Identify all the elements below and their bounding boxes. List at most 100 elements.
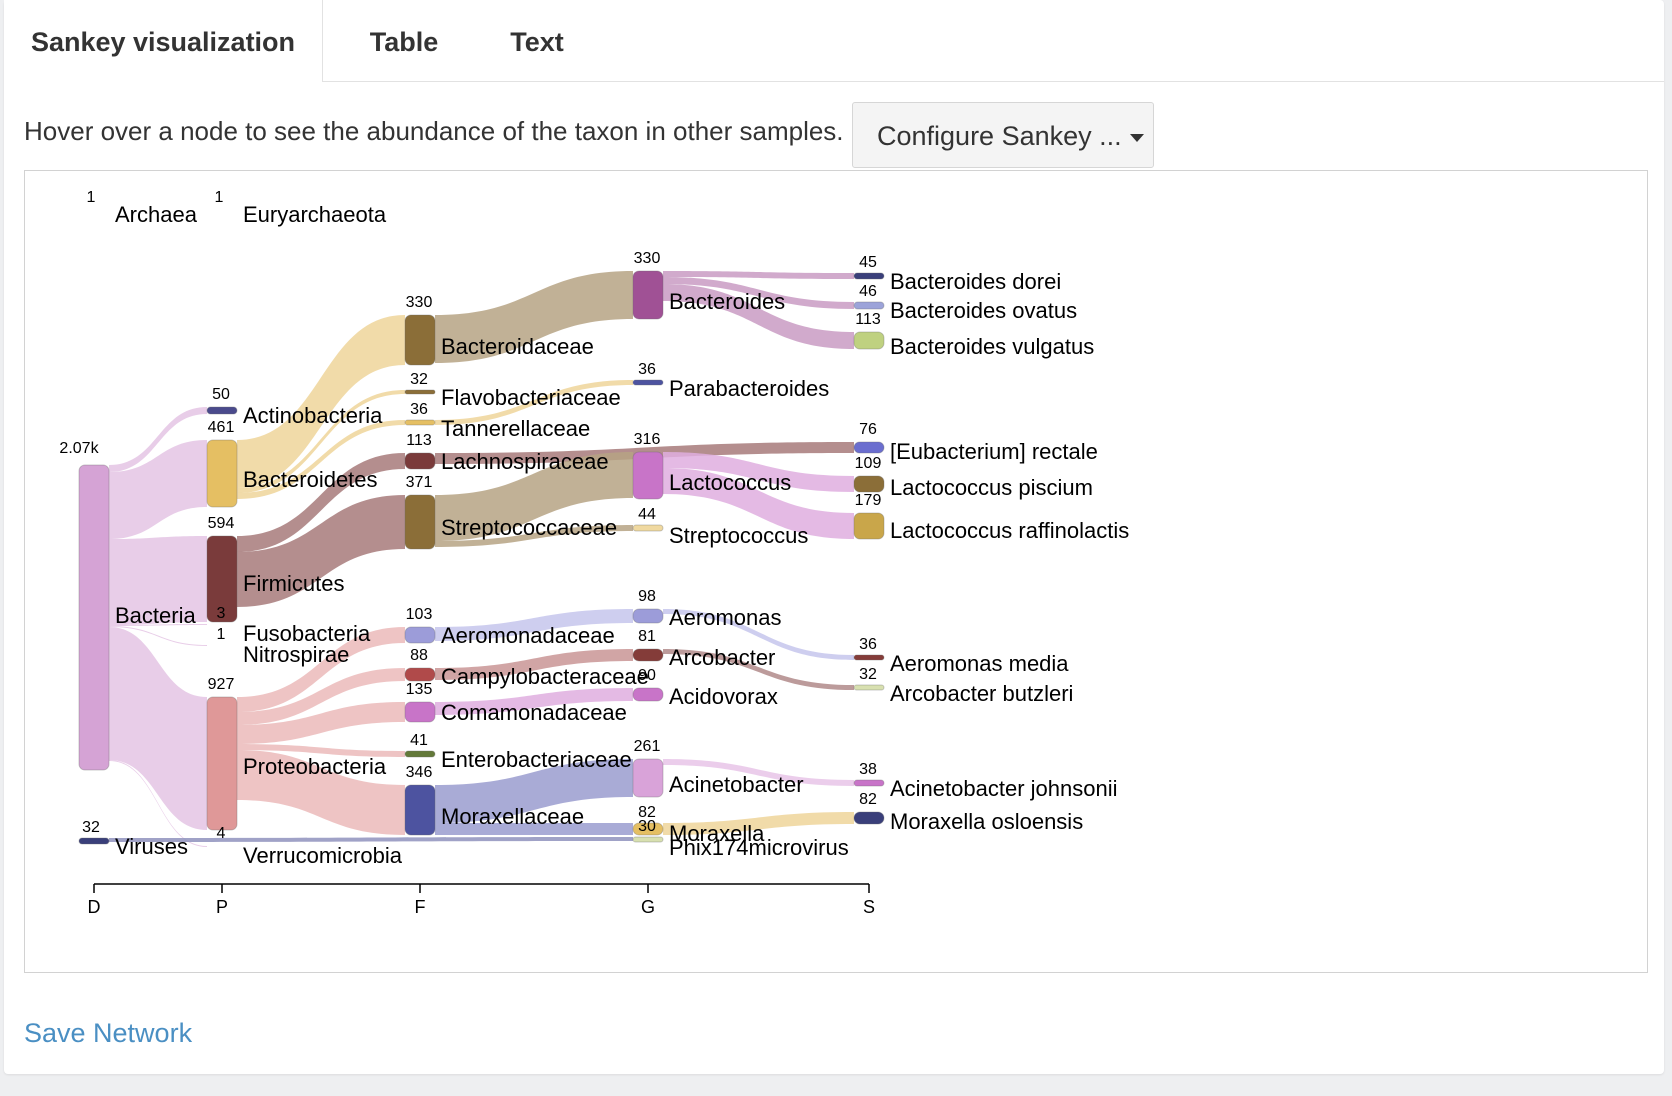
node-lactococcus[interactable]	[632, 451, 664, 500]
node-acinetobacter[interactable]	[632, 758, 664, 798]
link-moraxella-m_osloensis[interactable]	[663, 812, 854, 835]
link-aeromonadaceae-aeromonas[interactable]	[435, 609, 633, 641]
link-firmicutes-streptococcaceae[interactable]	[237, 495, 405, 607]
tab-table[interactable]: Table	[369, 27, 439, 57]
node-fusobacteria[interactable]	[207, 624, 237, 625]
link-aeromonas-a_media[interactable]	[663, 609, 854, 660]
node-comamonadaceae[interactable]	[404, 701, 436, 723]
node-bacteroidetes[interactable]	[206, 439, 238, 508]
node-phix174[interactable]	[632, 836, 664, 843]
link-firmicutes-lachnospiraceae[interactable]	[237, 453, 405, 552]
link-bacteria-proteobacteria[interactable]	[109, 627, 207, 830]
node-label-aeromonas: Aeromonas	[669, 605, 782, 630]
node-bacteroidaceae[interactable]	[404, 314, 436, 366]
link-bacteroidaceae-bacteroides[interactable]	[435, 271, 633, 363]
link-lactococcus-l_raffinolactis[interactable]	[663, 468, 854, 539]
link-campylobacteraceae-arcobacter[interactable]	[435, 649, 633, 680]
link-proteobacteria-comamonadaceae[interactable]	[237, 702, 405, 744]
link-bacteroidetes-flavobacteriaceae[interactable]	[237, 390, 405, 493]
node-label-a_johnsonii: Acinetobacter johnsonii	[890, 776, 1117, 801]
node-bacteria[interactable]	[78, 464, 110, 771]
node-b_vulgatus[interactable]	[853, 331, 885, 350]
link-bacteroides-b_vulgatus[interactable]	[663, 284, 854, 349]
node-label-b_vulgatus: Bacteroides vulgatus	[890, 334, 1094, 359]
node-l_raffinolactis[interactable]	[853, 512, 885, 540]
node-flavobacteriaceae[interactable]	[404, 389, 436, 395]
node-value-flavobacteriaceae: 32	[410, 371, 428, 388]
node-value-bacteroides: 330	[634, 250, 661, 267]
link-arcobacter-a_butzleri[interactable]	[663, 649, 854, 690]
link-lactococcus-l_piscium[interactable]	[663, 452, 854, 492]
node-lachnospiraceae[interactable]	[404, 452, 436, 470]
node-enterobacteriaceae[interactable]	[404, 750, 436, 758]
node-streptococcus[interactable]	[632, 524, 664, 532]
node-value-b_dorei: 45	[859, 254, 877, 271]
link-bacteroidetes-tannerellaceae[interactable]	[237, 420, 405, 499]
node-b_ovatus[interactable]	[853, 301, 885, 310]
link-comamonadaceae-acidovorax[interactable]	[435, 688, 633, 715]
link-bacteroidetes-bacteroidaceae[interactable]	[237, 315, 405, 488]
link-bacteria-firmicutes[interactable]	[109, 536, 207, 625]
link-proteobacteria-enterobacteriaceae[interactable]	[237, 744, 405, 757]
link-bacteria-bacteroidetes[interactable]	[109, 440, 207, 539]
node-value-enterobacteriaceae: 41	[410, 732, 428, 749]
link-bacteria-verrucomicrobia[interactable]	[109, 760, 207, 847]
tab-sankey-visualization[interactable]: Sankey visualization	[4, 0, 323, 82]
nodes-layer	[78, 270, 885, 847]
node-label-bacteroidaceae: Bacteroidaceae	[441, 334, 594, 359]
link-proteobacteria-moraxellaceae[interactable]	[237, 750, 405, 835]
level-label-P: P	[216, 897, 228, 917]
node-value-lachnospiraceae: 113	[406, 432, 432, 449]
link-moraxellaceae-acinetobacter[interactable]	[435, 759, 633, 823]
node-streptococcaceae[interactable]	[404, 494, 436, 550]
link-bacteroides-b_dorei[interactable]	[663, 271, 854, 279]
link-moraxellaceae-moraxella[interactable]	[435, 823, 633, 835]
node-value-archaea: 1	[87, 189, 96, 206]
node-firmicutes[interactable]	[206, 535, 238, 623]
level-label-G: G	[641, 897, 655, 917]
node-e_rectale[interactable]	[853, 441, 885, 454]
link-bacteroides-b_ovatus[interactable]	[663, 277, 854, 309]
node-a_johnsonii[interactable]	[853, 779, 885, 787]
node-a_media[interactable]	[853, 654, 885, 661]
link-viruses-phix174[interactable]	[109, 837, 633, 842]
node-m_osloensis[interactable]	[853, 811, 885, 825]
node-label-comamonadaceae: Comamonadaceae	[441, 700, 627, 725]
node-aeromonas[interactable]	[632, 608, 664, 624]
link-bacteria-nitrospirae[interactable]	[109, 626, 207, 646]
node-verrucomicrobia[interactable]	[207, 846, 237, 847]
node-a_butzleri[interactable]	[853, 684, 885, 691]
node-acidovorax[interactable]	[632, 687, 664, 702]
node-tannerellaceae[interactable]	[404, 419, 436, 426]
node-b_dorei[interactable]	[853, 272, 885, 280]
node-nitrospirae[interactable]	[207, 645, 237, 646]
configure-sankey-button[interactable]: Configure Sankey ...	[852, 102, 1154, 168]
node-viruses[interactable]	[78, 837, 110, 845]
node-moraxella[interactable]	[632, 822, 664, 836]
node-label-nitrospirae: Nitrospirae	[243, 642, 349, 667]
node-aeromonadaceae[interactable]	[404, 626, 436, 644]
node-moraxellaceae[interactable]	[404, 784, 436, 836]
link-bacteria-fusobacteria[interactable]	[109, 624, 207, 626]
link-proteobacteria-aeromonadaceae[interactable]	[237, 627, 405, 712]
node-parabacteroides[interactable]	[632, 379, 664, 386]
tab-text[interactable]: Text	[510, 27, 564, 57]
node-actinobacteria[interactable]	[206, 406, 238, 415]
node-bacteroides[interactable]	[632, 270, 664, 320]
link-acinetobacter-a_johnsonii[interactable]	[663, 759, 854, 786]
node-label-e_rectale: [Eubacterium] rectale	[890, 439, 1098, 464]
link-streptococcaceae-streptococcus[interactable]	[435, 525, 633, 547]
node-proteobacteria[interactable]	[206, 696, 238, 831]
link-bacteria-actinobacteria[interactable]	[109, 407, 207, 472]
link-tannerellaceae-parabacteroides[interactable]	[435, 380, 633, 425]
node-label-lachnospiraceae: Lachnospiraceae	[441, 449, 609, 474]
node-l_piscium[interactable]	[853, 475, 885, 493]
link-proteobacteria-campylobacteraceae[interactable]	[237, 668, 405, 725]
node-label-bacteroidetes: Bacteroidetes	[243, 467, 378, 492]
node-value-l_piscium: 109	[855, 455, 882, 472]
link-streptococcaceae-lactococcus[interactable]	[435, 452, 633, 541]
node-campylobacteraceae[interactable]	[404, 667, 436, 682]
save-network-link[interactable]: Save Network	[24, 1018, 193, 1048]
node-arcobacter[interactable]	[632, 648, 664, 662]
node-value-verrucomicrobia: 4	[217, 825, 226, 842]
